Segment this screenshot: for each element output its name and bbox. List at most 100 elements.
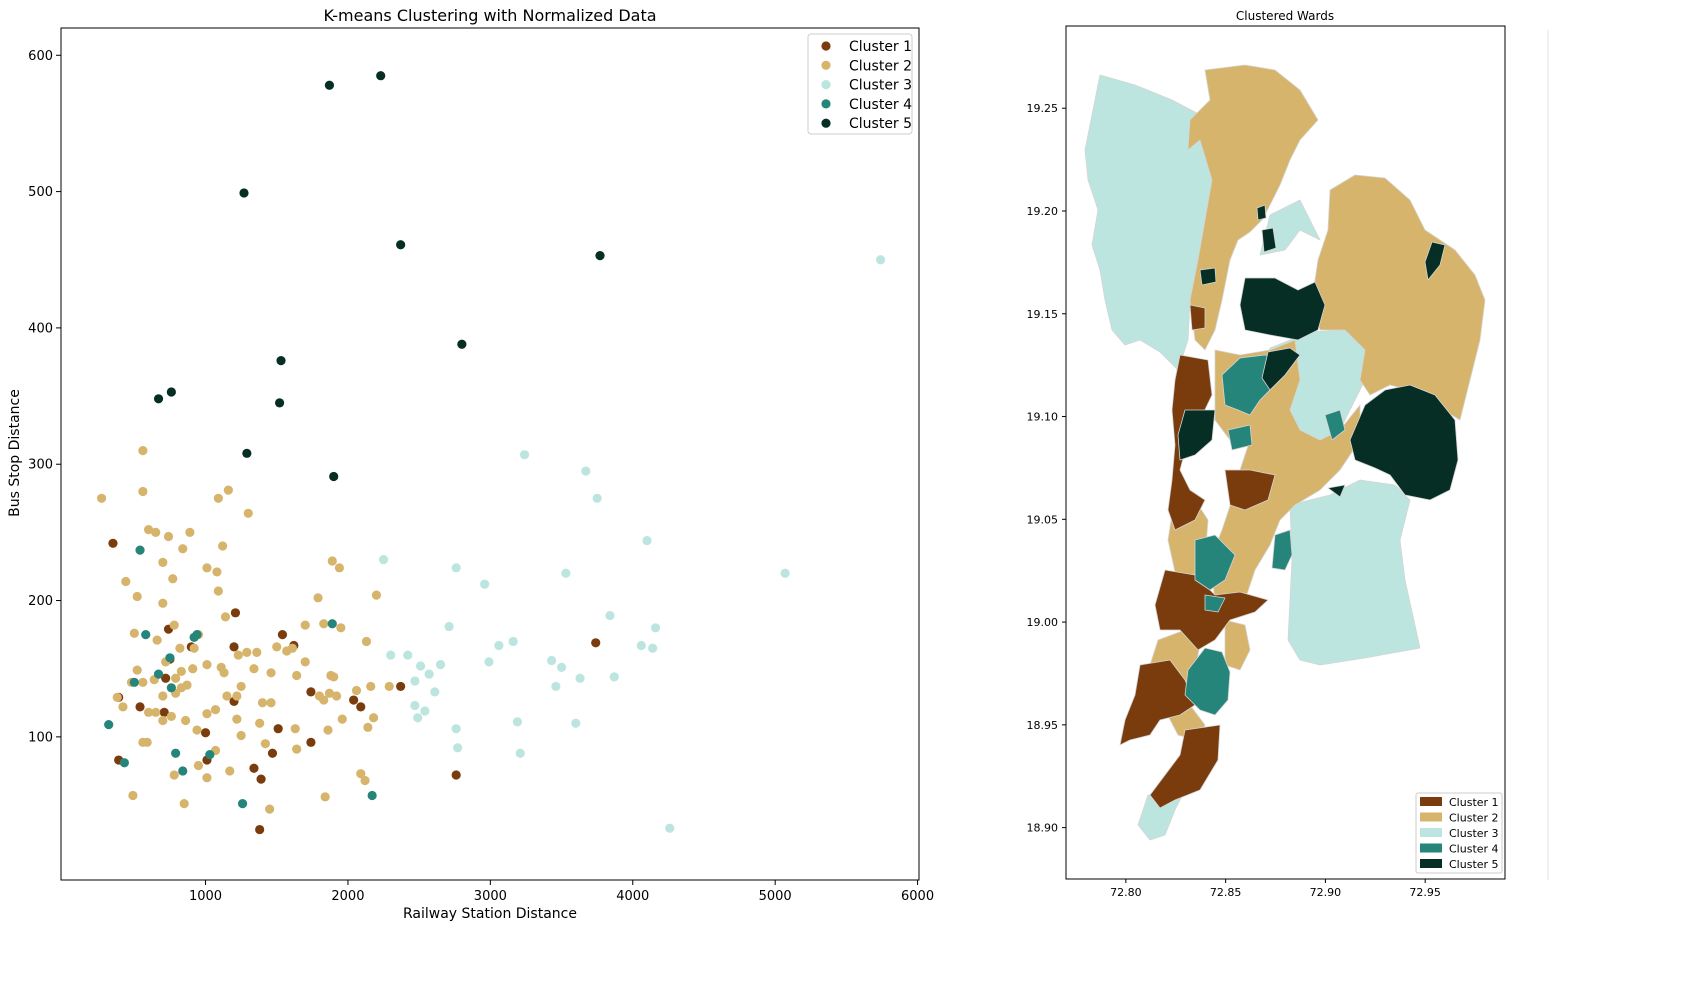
map-x-ticks: 72.80 72.85 72.90 72.95: [1110, 879, 1441, 899]
data-point: [349, 695, 359, 705]
data-point: [314, 691, 325, 701]
data-point: [292, 670, 302, 681]
scatter-y-tick-label: 500: [28, 185, 53, 200]
map-x-tick-label: 72.85: [1210, 886, 1242, 899]
data-point: [178, 766, 188, 776]
data-point: [257, 698, 268, 708]
data-point: [169, 770, 179, 780]
data-point: [327, 556, 337, 566]
legend-label: Cluster 1: [849, 39, 912, 55]
data-point: [223, 485, 233, 495]
data-point: [424, 669, 434, 679]
scatter-y-axis-label: Bus Stop Distance: [7, 389, 23, 517]
data-point: [457, 339, 467, 349]
scatter-x-tick-label: 3000: [474, 889, 507, 904]
data-point: [152, 635, 162, 645]
data-point: [329, 471, 339, 482]
data-point: [313, 593, 323, 603]
data-point: [306, 737, 316, 747]
data-point: [138, 445, 148, 456]
data-point: [128, 790, 138, 801]
map-legend-label: Cluster 2: [1449, 812, 1499, 825]
data-point: [255, 824, 265, 835]
scatter-x-tick-label: 4000: [616, 889, 649, 904]
data-point: [512, 717, 523, 727]
data-point: [169, 620, 179, 630]
data-point: [546, 655, 557, 666]
region-cluster1-north: [1189, 304, 1206, 331]
scatter-points: [96, 71, 886, 835]
data-point: [277, 630, 288, 640]
data-point: [129, 628, 139, 638]
scatter-legend: Cluster 1 Cluster 2 Cluster 3 Cluster 4 Clus…: [807, 33, 913, 135]
scatter-y-tick-label: 300: [28, 458, 53, 473]
data-point: [249, 664, 259, 674]
data-point: [255, 718, 265, 728]
data-point: [273, 724, 283, 734]
data-point: [153, 394, 164, 404]
map-y-ticks: 18.90 18.95 19.00 19.05 19.10 19.15 19.20 19.25: [1027, 102, 1066, 835]
data-point: [451, 563, 461, 573]
scatter-x-tick-label: 1000: [189, 889, 222, 904]
data-point: [376, 71, 386, 81]
data-point: [265, 804, 275, 814]
data-point: [158, 715, 168, 726]
data-point: [176, 666, 186, 677]
data-point: [121, 576, 131, 587]
region-cluster2-north: [1187, 64, 1319, 351]
data-point: [219, 668, 229, 678]
data-point: [551, 681, 561, 692]
region-cluster5-tiny: [1199, 267, 1217, 286]
data-point: [420, 706, 430, 716]
data-point: [571, 718, 581, 728]
data-point: [171, 673, 181, 683]
data-point: [166, 683, 176, 693]
legend-label: Cluster 3: [849, 78, 912, 94]
data-point: [320, 792, 330, 802]
region-cluster5-east-large: [1349, 384, 1459, 501]
data-point: [282, 646, 292, 656]
data-point: [163, 531, 174, 542]
data-point: [356, 769, 366, 779]
data-point: [205, 749, 215, 760]
legend-marker: [821, 80, 831, 90]
map-y-tick-label: 19.00: [1027, 616, 1059, 629]
data-point: [212, 567, 222, 577]
data-point: [200, 728, 211, 738]
region-cluster1-west-upper: [1167, 354, 1213, 531]
data-point: [232, 691, 242, 701]
data-point: [222, 691, 232, 701]
data-point: [132, 665, 142, 675]
map-y-tick-label: 18.90: [1027, 822, 1059, 835]
scatter-y-tick-label: 600: [28, 49, 53, 64]
scatter-axes-frame: [60, 27, 920, 881]
region-cluster1-tip: [1149, 724, 1221, 809]
data-point: [360, 775, 370, 786]
data-point: [648, 643, 658, 653]
data-point: [189, 643, 199, 653]
data-point: [484, 657, 494, 667]
data-point: [213, 586, 223, 596]
data-point: [413, 713, 423, 723]
scatter-title: K-means Clustering with Normalized Data: [323, 6, 656, 25]
data-point: [396, 681, 406, 692]
data-point: [181, 715, 191, 726]
data-point: [581, 466, 591, 476]
scatter-x-tick-label: 5000: [759, 889, 792, 904]
map-legend-label: Cluster 1: [1449, 796, 1499, 809]
data-point: [363, 722, 373, 732]
data-point: [324, 688, 335, 698]
data-point: [329, 672, 339, 682]
data-point: [331, 691, 342, 701]
data-point: [272, 642, 282, 652]
data-point: [202, 773, 212, 783]
data-point: [192, 630, 202, 640]
data-point: [171, 748, 181, 758]
map-legend-swatch: [1420, 797, 1442, 806]
legend-marker: [821, 118, 831, 128]
map-legend-label: Cluster 5: [1449, 858, 1499, 871]
legend-marker: [821, 60, 831, 70]
data-point: [141, 630, 151, 640]
data-point: [435, 660, 446, 670]
